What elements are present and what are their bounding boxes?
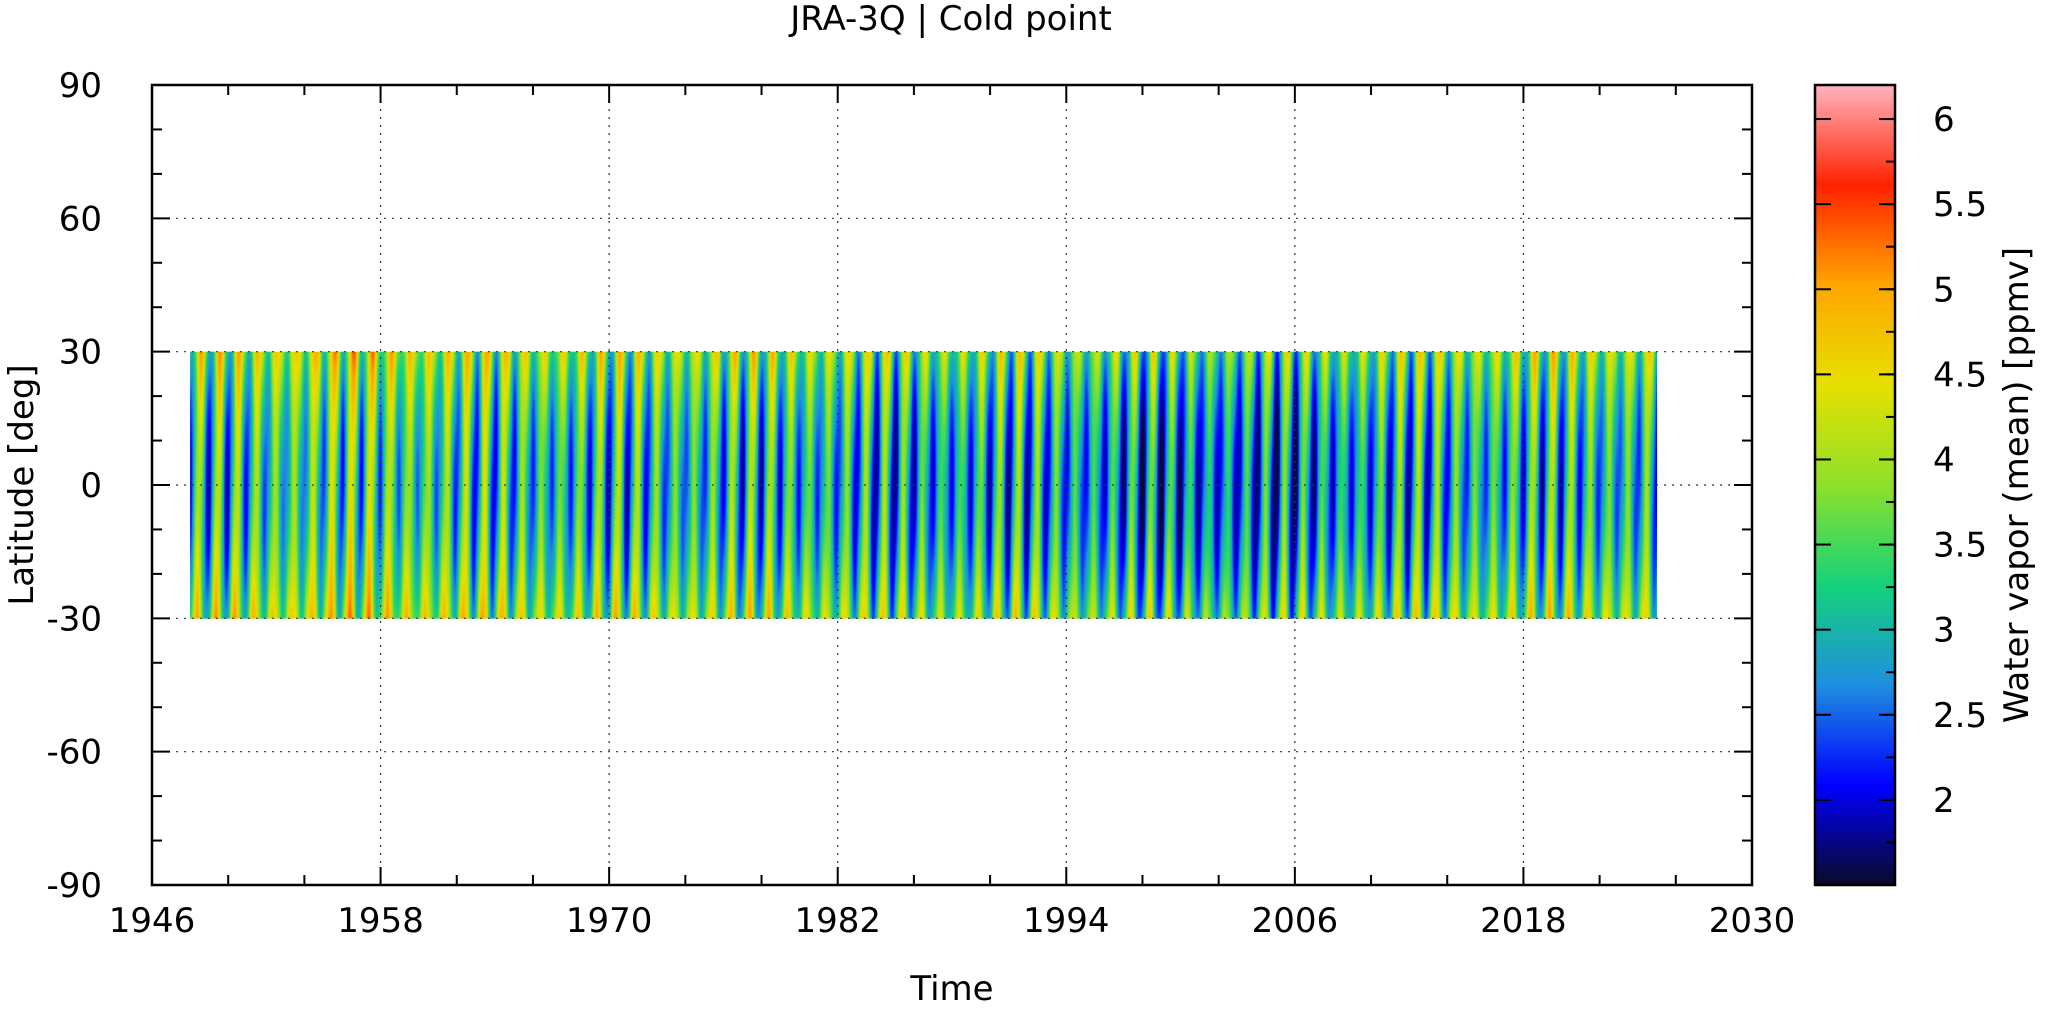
colorbar-tick-label: 5.5 [1933, 185, 1987, 225]
colorbar-tick-label: 5 [1933, 270, 1955, 310]
heatmap-field [190, 351, 1658, 619]
x-tick-label: 1958 [337, 901, 424, 941]
x-tick-label: 2006 [1252, 901, 1339, 941]
x-tick-label: 1994 [1023, 901, 1110, 941]
grid [152, 85, 1752, 885]
x-tick-label: 1970 [566, 901, 653, 941]
colorbar-ticks: 2 2.5 3 3.5 4 4.5 5 5.5 6 [1815, 100, 1987, 844]
y-axis: 90 60 30 0 -30 -60 -90 [46, 66, 1752, 906]
x-axis-label: Time [909, 969, 993, 1009]
colorbar-tick-label: 3 [1933, 611, 1955, 651]
y-tick-label: -60 [46, 733, 102, 773]
x-tick-label: 1946 [109, 901, 196, 941]
colorbar-tick-label: 4 [1933, 440, 1955, 480]
colorbar-tick-label: 4.5 [1933, 355, 1987, 395]
y-tick-label: -30 [46, 599, 102, 639]
colorbar-tick-label: 3.5 [1933, 526, 1987, 566]
x-tick-label: 1982 [794, 901, 881, 941]
y-tick-label: 30 [59, 333, 102, 373]
y-tick-label: -90 [46, 866, 102, 906]
colorbar [1813, 83, 1897, 887]
x-axis: 1946 1958 1970 1982 1994 2006 2018 2030 [109, 85, 1796, 941]
heatmap-area [190, 351, 1658, 619]
y-tick-label: 60 [59, 199, 102, 239]
colorbar-tick-label: 2.5 [1933, 696, 1987, 736]
y-axis-label: Latitude [deg] [2, 364, 42, 605]
chart-title: JRA-3Q | Cold point [788, 0, 1112, 39]
x-tick-label: 2030 [1709, 901, 1796, 941]
y-tick-label: 0 [80, 466, 102, 506]
colorbar-tick-label: 2 [1933, 781, 1955, 821]
y-tick-label: 90 [59, 66, 102, 106]
colorbar-label: Water vapor (mean) [ppmv] [1997, 247, 2037, 723]
x-tick-label: 2018 [1480, 901, 1567, 941]
colorbar-tick-label: 6 [1933, 100, 1955, 140]
